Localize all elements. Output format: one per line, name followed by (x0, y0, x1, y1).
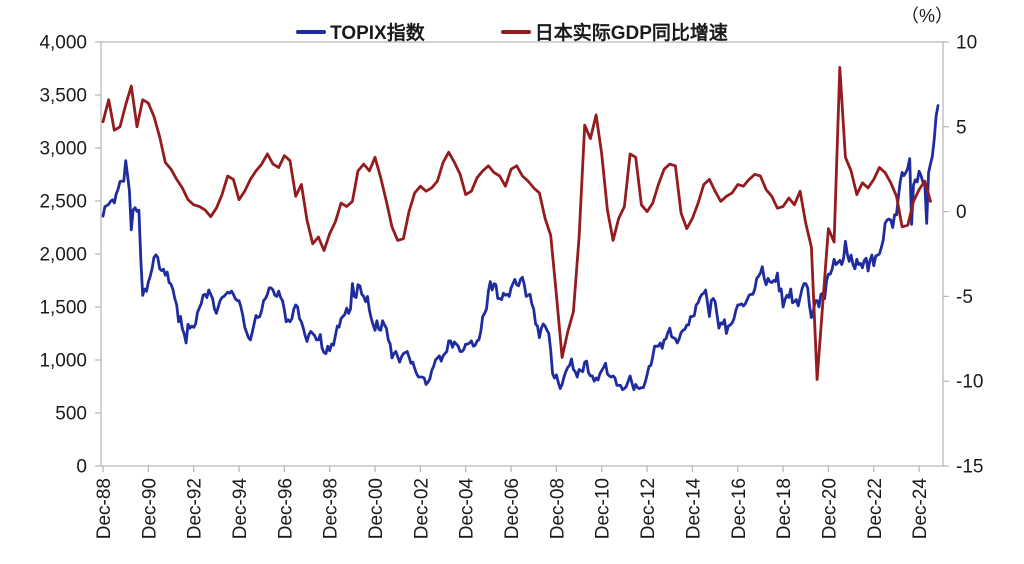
x-axis-tick-label: Dec-22 (865, 478, 886, 539)
plot-border (100, 41, 944, 467)
left-axis-tick-label: 2,500 (39, 192, 87, 213)
left-axis-tick-label: 500 (55, 404, 87, 425)
x-axis-tick-label: Dec-92 (185, 478, 206, 539)
x-axis-tick-label: Dec-20 (819, 478, 840, 539)
x-axis-tick-label: Dec-90 (139, 478, 160, 539)
right-axis-tick-label: -15 (956, 457, 983, 478)
series-line-gdp (101, 66, 932, 381)
right-axis-tick-label: 5 (956, 117, 967, 138)
x-axis-tick-label: Dec-94 (230, 478, 251, 540)
series-line-topix (101, 104, 940, 392)
x-axis-tick-label: Dec-14 (683, 478, 704, 540)
legend-item-topix: TOPIX指数 (296, 18, 425, 45)
x-axis-tick-label: Dec-08 (547, 478, 568, 539)
gdp-line-swatch-icon (500, 29, 531, 34)
left-axis-tick-label: 0 (76, 457, 87, 478)
left-axis-tick-label: 2,000 (39, 245, 87, 266)
topix-line-swatch-icon (296, 29, 327, 34)
x-axis-tick-label: Dec-96 (275, 478, 296, 539)
right-axis-tick-label: 10 (956, 33, 977, 54)
right-axis-tick-label: -5 (956, 287, 973, 308)
x-axis-tick-label: Dec-16 (729, 478, 750, 539)
legend-label-topix: TOPIX指数 (330, 23, 425, 44)
legend-item-gdp: 日本实际GDP同比增速 (500, 18, 728, 45)
x-axis-tick-label: Dec-02 (411, 478, 432, 539)
right-axis-tick-label: 0 (956, 202, 967, 223)
left-axis-tick-label: 3,000 (39, 139, 87, 160)
left-axis-tick-label: 1,500 (39, 298, 87, 319)
left-axis-tick-label: 4,000 (39, 33, 87, 54)
x-axis-tick-label: Dec-24 (910, 478, 931, 540)
x-axis-tick-label: Dec-06 (502, 478, 523, 539)
x-axis-tick-label: Dec-88 (94, 478, 115, 539)
chart-legend: TOPIX指数 日本实际GDP同比增速 (0, 18, 1024, 45)
left-axis-tick-label: 1,000 (39, 351, 87, 372)
x-axis-tick-label: Dec-00 (366, 478, 387, 539)
left-axis-tick-label: 3,500 (39, 86, 87, 107)
x-axis-tick-label: Dec-18 (774, 478, 795, 539)
x-axis-tick-label: Dec-04 (457, 478, 478, 540)
legend-label-gdp: 日本实际GDP同比增速 (534, 23, 728, 44)
right-axis-tick-label: -10 (956, 372, 983, 393)
x-axis-tick-label: Dec-98 (321, 478, 342, 539)
x-axis-tick-label: Dec-10 (593, 478, 614, 539)
x-axis-tick-label: Dec-12 (638, 478, 659, 539)
right-axis-unit-label: （%） (901, 6, 954, 26)
